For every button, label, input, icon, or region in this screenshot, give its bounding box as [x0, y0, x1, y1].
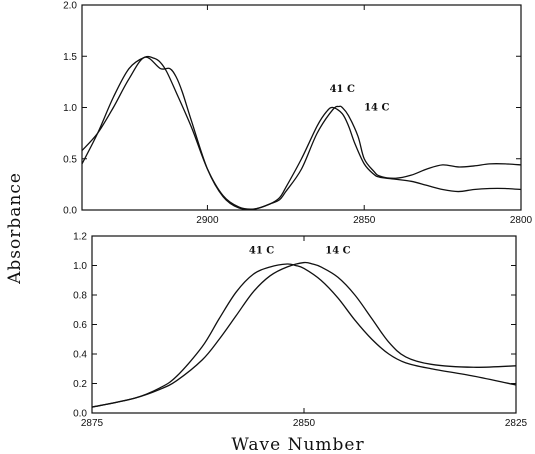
x-tick-label: 2850	[293, 418, 316, 429]
y-tick-label: 1.0	[63, 103, 77, 114]
y-tick-label: 0.2	[73, 379, 87, 390]
x-tick-label: 2825	[505, 418, 528, 429]
x-axis-title: Wave Number	[231, 435, 364, 454]
y-tick-label: 0.6	[73, 320, 87, 331]
y-tick-label: 0.0	[63, 206, 77, 217]
series-annotation-label: 14 C	[364, 103, 389, 114]
y-tick-label: 0.8	[73, 291, 87, 302]
series-annotation-label: 41 C	[249, 246, 274, 257]
y-tick-label: 0.4	[73, 350, 87, 361]
series-line-41c	[81, 55, 522, 210]
y-tick-label: 2.0	[63, 1, 77, 12]
top-panel-curves	[81, 55, 522, 211]
y-tick-label: 1.5	[63, 52, 77, 63]
top-panel: 0.0 0.5 1.0 1.5 2.0 2900 2850 2800 41 C 14 C	[63, 1, 532, 227]
series-line-41c	[91, 263, 517, 408]
x-tick-label: 2850	[353, 215, 376, 226]
series-annotation-label: 14 C	[325, 246, 350, 257]
x-tick-label: 2800	[510, 215, 533, 226]
bottom-panel: 0.0 0.2 0.4 0.6 0.8 1.0 1.2 2875 2850 2825 41 C 14…	[73, 232, 527, 430]
y-tick-label: 1.2	[73, 232, 87, 243]
series-line-14c	[91, 261, 517, 408]
bottom-panel-curves	[91, 261, 517, 408]
x-tick-label: 2900	[196, 215, 219, 226]
bottom-panel-ticks: 0.0 0.2 0.4 0.6 0.8 1.0 1.2 2875 2850 2825	[73, 232, 527, 430]
top-panel-ticks: 0.0 0.5 1.0 1.5 2.0 2900 2850 2800	[63, 1, 532, 227]
top-panel-frame	[81, 4, 522, 211]
x-tick-label: 2875	[81, 418, 104, 429]
top-panel-annotations: 41 C 14 C	[330, 84, 390, 113]
y-tick-label: 0.5	[63, 154, 77, 165]
y-tick-label: 0.0	[73, 409, 87, 420]
y-tick-label: 1.0	[73, 261, 87, 272]
bottom-panel-annotations: 41 C 14 C	[249, 246, 351, 257]
series-annotation-label: 41 C	[330, 84, 355, 95]
series-line-14c	[81, 56, 522, 211]
y-axis-title: Absorbance	[5, 172, 25, 285]
